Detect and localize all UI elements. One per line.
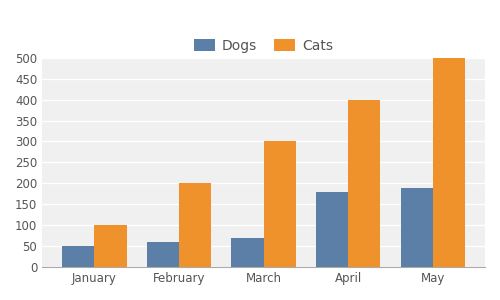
Bar (432, 58, 465, 267)
Bar (232, 238, 264, 267)
Bar (316, 192, 348, 267)
Bar (179, 183, 211, 267)
Bar (94, 225, 126, 267)
Legend: Dogs, Cats: Dogs, Cats (189, 33, 338, 58)
Bar (400, 188, 432, 267)
Bar (62, 246, 94, 267)
Bar (264, 142, 296, 267)
Bar (147, 242, 179, 267)
Bar (348, 100, 380, 267)
